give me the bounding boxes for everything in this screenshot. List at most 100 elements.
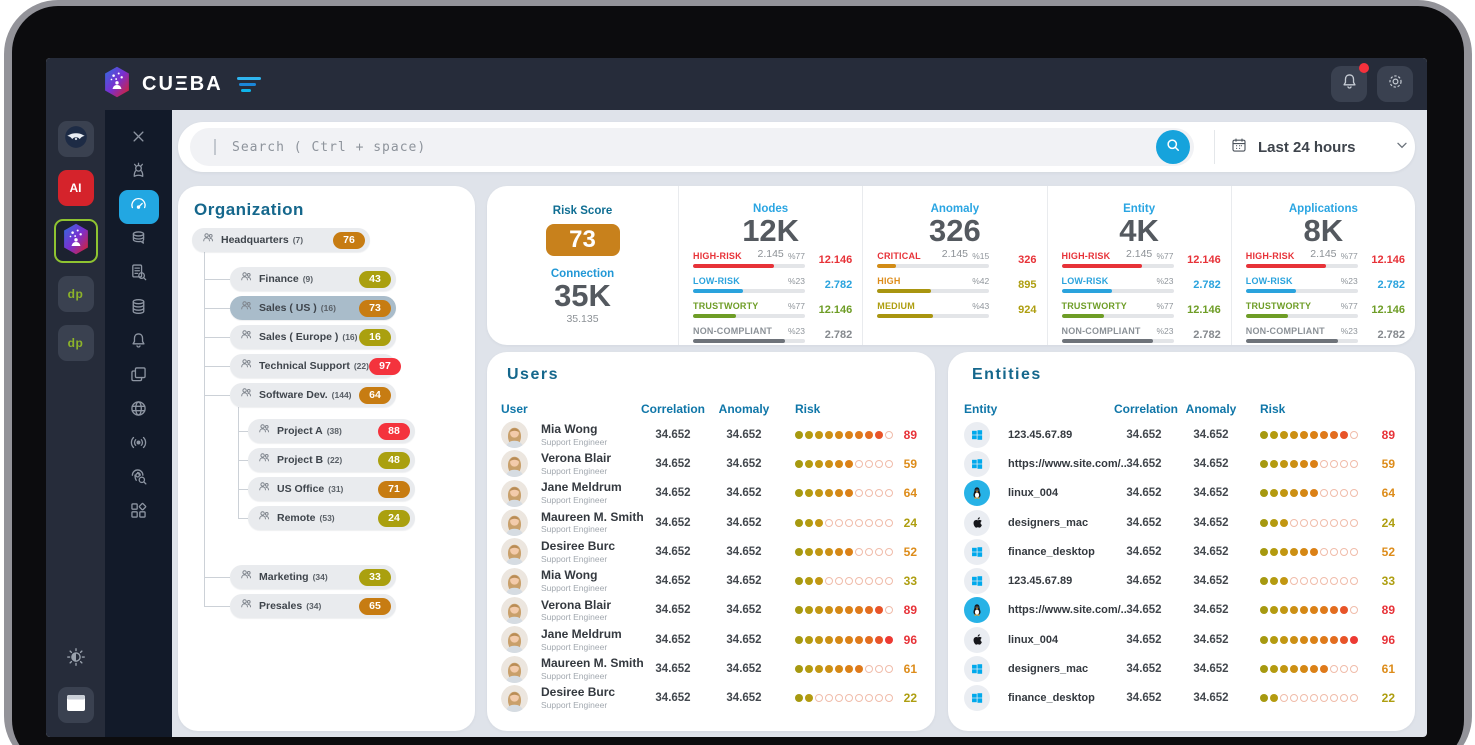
metric-bar-track (693, 339, 805, 343)
user-row[interactable]: Maureen M. Smith Support Engineer 34.652 34… (487, 654, 935, 683)
menu-speedlines-icon[interactable] (236, 76, 261, 92)
search-input[interactable] (232, 139, 1092, 155)
entity-anomaly: 34.652 (1193, 457, 1229, 470)
nav-persona-icon[interactable] (119, 156, 159, 190)
org-node-marketing[interactable]: Marketing (34) 33 (230, 565, 396, 589)
time-range-select[interactable]: Last 24 hours (1230, 122, 1410, 172)
metric-bar-fill (1061, 314, 1105, 318)
org-node-finance[interactable]: Finance (9) 43 (230, 267, 396, 291)
entity-row[interactable]: 123.45.67.89 34.652 34.652 33 (948, 566, 1415, 595)
entity-row[interactable]: finance_desktop 34.652 34.652 22 (948, 684, 1415, 713)
dock-dp-store-app-icon[interactable]: dp (57, 325, 94, 361)
nav-close-icon[interactable] (119, 122, 159, 156)
database-chat-icon (128, 228, 149, 254)
metric-value: 326 (1018, 254, 1037, 266)
metric-bar-fill (1245, 339, 1338, 343)
user-row[interactable]: Jane Meldrum Support Engineer 34.652 34.652… (487, 625, 935, 654)
nav-report-search-icon[interactable] (119, 258, 159, 292)
dock-ai-app-icon[interactable]: AI (57, 170, 94, 206)
user-avatar (501, 450, 528, 478)
entity-row[interactable]: designers_mac 34.652 34.652 24 (948, 508, 1415, 537)
dock-theme-toggle-icon[interactable] (65, 646, 87, 673)
org-risk-badge: 64 (359, 386, 391, 404)
entity-anomaly: 34.652 (1193, 692, 1229, 705)
windows-os-icon (964, 421, 990, 448)
windows-os-icon (964, 568, 990, 595)
nav-dashboard-gauge-icon[interactable] (118, 190, 159, 224)
org-node-headquarters[interactable]: Headquarters (7) 76 (192, 228, 370, 252)
user-row[interactable]: Mia Wong Support Engineer 34.652 34.652 33 (487, 566, 935, 595)
risk-dots (1260, 577, 1358, 586)
window-icon (64, 691, 88, 720)
notifications-button[interactable] (1331, 63, 1369, 102)
org-node-sales-us[interactable]: Sales ( US ) (16) 73 (230, 296, 396, 320)
user-row[interactable]: Desiree Burc Support Engineer 34.652 34.652… (487, 537, 935, 566)
stat-card-label: Applications (1288, 203, 1358, 215)
risk-dots (795, 635, 893, 644)
nav-identity-search-icon[interactable] (119, 462, 159, 496)
user-row[interactable]: Jane Meldrum Support Engineer 34.652 34.652… (487, 479, 935, 508)
user-name: Maureen M. Smith (541, 509, 644, 524)
stats-panel: Risk Score 73 Connection 35K 35.135 Node… (487, 186, 1415, 345)
entity-row[interactable]: https://www.site.com/.. 34.652 34.652 89 (948, 596, 1415, 625)
bell-icon (1339, 71, 1360, 97)
entity-row[interactable]: designers_mac 34.652 34.652 61 (948, 654, 1415, 683)
org-node-us-office[interactable]: US Office (31) 71 (248, 477, 415, 501)
metric-value: 2.782 (824, 329, 853, 341)
entity-row[interactable]: https://www.site.com/.. 34.652 34.652 59 (948, 449, 1415, 478)
nav-apps-grid-icon[interactable] (119, 496, 159, 530)
user-role: Support Engineer (541, 583, 608, 594)
entity-row[interactable]: 123.45.67.89 34.652 34.652 89 (948, 420, 1415, 449)
user-row[interactable]: Verona Blair Support Engineer 34.652 34.652… (487, 449, 935, 478)
nav-database-icon[interactable] (119, 292, 159, 326)
dock-dp-app-icon[interactable]: dp (57, 276, 94, 312)
chevron-down-icon[interactable] (1394, 137, 1410, 158)
metric-name: HIGH-RISK (1061, 251, 1111, 261)
user-row[interactable]: Maureen M. Smith Support Engineer 34.652 34… (487, 508, 935, 537)
org-node-project-a[interactable]: Project A (38) 88 (248, 419, 415, 443)
nav-layers-icon[interactable] (119, 360, 159, 394)
stat-card-sub-value: 2.145 (941, 247, 969, 260)
user-row[interactable]: Verona Blair Support Engineer 34.652 34.652… (487, 596, 935, 625)
risk-dots (1260, 694, 1358, 703)
windows-os-icon (964, 685, 990, 712)
organization-panel: Organization Headquarters (7) 76 Finance (9)… (178, 186, 475, 731)
entity-row[interactable]: linux_004 34.652 34.652 64 (948, 479, 1415, 508)
search-field[interactable] (190, 128, 1194, 166)
metric-bar-track (693, 289, 805, 293)
nav-database-chat-icon[interactable] (119, 224, 159, 258)
theme-toggle-icon (65, 648, 87, 672)
org-node-sales-europe[interactable]: Sales ( Europe ) (16) 16 (230, 325, 396, 349)
entity-correlation: 34.652 (1126, 633, 1162, 646)
metric-bar-fill (877, 264, 897, 268)
settings-button[interactable] (1377, 66, 1413, 102)
entity-row[interactable]: finance_desktop 34.652 34.652 52 (948, 537, 1415, 566)
user-row[interactable]: Desiree Burc Support Engineer 34.652 34.652… (487, 684, 935, 713)
dock-eagle-app-icon[interactable] (57, 121, 94, 157)
metric-bar-fill (1245, 314, 1289, 318)
user-row[interactable]: Mia Wong Support Engineer 34.652 34.652 89 (487, 420, 935, 449)
users-panel: Users User Correlation Anomaly Risk Mia … (487, 352, 935, 731)
entity-row[interactable]: linux_004 34.652 34.652 96 (948, 625, 1415, 654)
org-node-technical-support[interactable]: Technical Support (22) 97 (230, 354, 401, 378)
group-icon (239, 298, 254, 318)
entity-risk-score: 24 (1381, 515, 1395, 530)
dock-window-icon[interactable] (57, 687, 94, 723)
nav-broadcast-icon[interactable] (119, 428, 159, 462)
tree-connector (204, 308, 230, 309)
org-node-label: Technical Support (259, 360, 350, 372)
metric-bar-track (1245, 314, 1358, 318)
org-node-project-b[interactable]: Project B (22) 48 (248, 448, 415, 472)
nav-bell-icon[interactable] (119, 326, 159, 360)
search-button[interactable] (1156, 130, 1190, 164)
nav-globe-icon[interactable] (119, 394, 159, 428)
metric-name: HIGH-RISK (1245, 251, 1295, 261)
org-node-remote[interactable]: Remote (53) 24 (248, 506, 415, 530)
layers-icon (128, 364, 149, 390)
tree-connector (204, 252, 205, 606)
org-node-presales[interactable]: Presales (34) 65 (230, 594, 396, 618)
dock-cueba-app-icon[interactable] (53, 219, 98, 263)
brand-text: CUΞBA (142, 72, 223, 95)
entity-anomaly: 34.652 (1193, 428, 1229, 441)
org-node-software-dev[interactable]: Software Dev. (144) 64 (230, 383, 396, 407)
